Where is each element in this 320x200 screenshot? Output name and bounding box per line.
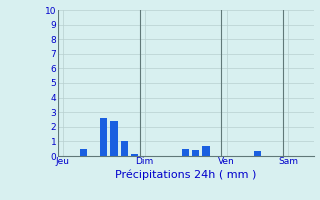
Bar — [110, 121, 117, 156]
Bar — [121, 141, 128, 156]
Bar — [182, 149, 189, 156]
Bar — [203, 146, 210, 156]
X-axis label: Précipitations 24h ( mm ): Précipitations 24h ( mm ) — [115, 169, 256, 180]
Bar — [100, 118, 107, 156]
Bar — [192, 150, 199, 156]
Bar — [254, 151, 261, 156]
Bar — [131, 154, 138, 156]
Bar — [80, 149, 87, 156]
